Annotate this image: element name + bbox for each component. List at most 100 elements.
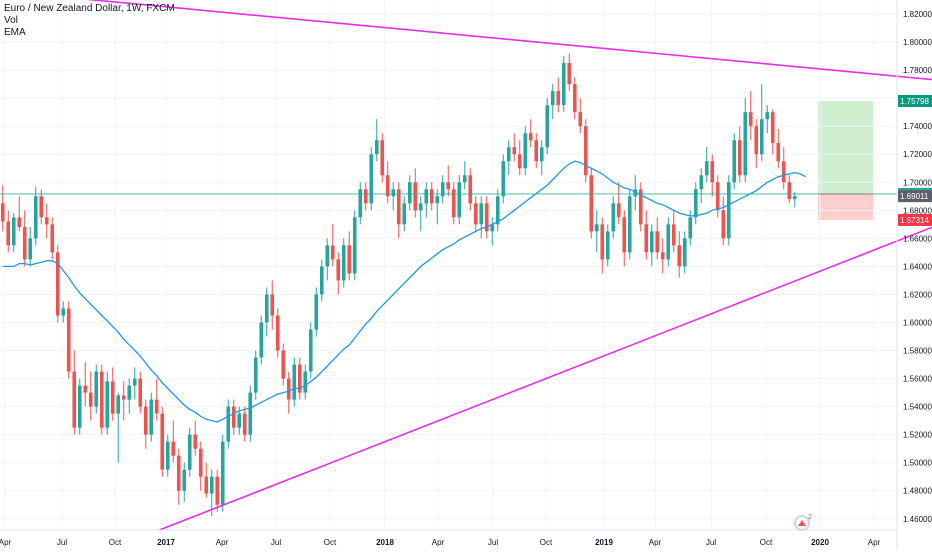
candle-body [369, 154, 373, 203]
candle-body [199, 449, 203, 477]
y-tick-label: 1.60000 [903, 318, 932, 327]
candle-body [391, 189, 395, 196]
candle-body [628, 196, 632, 252]
candle-body [116, 395, 120, 413]
x-tick-label: Jul [271, 538, 281, 547]
candle-body [600, 224, 604, 259]
candle-body [589, 175, 593, 231]
candle-body [39, 196, 43, 217]
candle-body [243, 414, 247, 435]
y-tick-label: 1.70000 [903, 178, 932, 187]
legend-symbol-title: Euro / New Zealand Dollar [4, 3, 121, 14]
candle-body [210, 477, 214, 494]
x-tick-label: 2017 [157, 538, 175, 547]
candle-body [501, 161, 505, 196]
candle-body [270, 294, 274, 315]
candle-body [529, 133, 533, 140]
candle-body [336, 259, 340, 280]
y-tick-label: 1.54000 [903, 403, 932, 412]
candle-body [259, 322, 263, 357]
candle-body [452, 189, 456, 217]
candle-body [754, 126, 758, 154]
candle-body [463, 175, 467, 182]
candle-body [232, 407, 236, 428]
candle-body [721, 210, 725, 238]
x-tick-label: Apr [649, 538, 662, 547]
x-tick-label: 2020 [811, 538, 829, 547]
candle-body [6, 222, 10, 246]
candle-body [67, 308, 71, 371]
candle-body [787, 182, 791, 199]
candle-body [138, 379, 142, 407]
candle-body [435, 196, 439, 203]
candle-body [237, 414, 241, 428]
candle-body [446, 182, 450, 189]
y-tick-label: 1.48000 [903, 487, 932, 496]
candle-body [358, 189, 362, 217]
candle-body [78, 386, 82, 428]
candle-body [83, 386, 87, 393]
candle-body [133, 379, 137, 386]
candle-body [34, 196, 38, 238]
y-tick-label: 1.46000 [903, 515, 932, 524]
candle-body [331, 245, 335, 259]
candle-body [1, 203, 5, 221]
candle-body [694, 189, 698, 217]
candle-body [303, 372, 307, 393]
candle-body [177, 456, 181, 491]
candle-body [386, 175, 390, 196]
candle-body [100, 372, 104, 428]
candle-body [17, 217, 21, 227]
y-tick-label: 1.50000 [903, 459, 932, 468]
y-tick-label: 1.52000 [903, 431, 932, 440]
candle-body [149, 400, 153, 435]
candle-body [771, 112, 775, 143]
candle-body [710, 161, 714, 182]
candle-body [705, 161, 709, 175]
candle-body [94, 372, 98, 407]
candle-body [204, 477, 208, 494]
candle-body [738, 140, 742, 175]
x-tick-label: Oct [324, 538, 337, 547]
legend-indicator-vol[interactable]: Vol [4, 15, 175, 27]
candle-body [562, 63, 566, 105]
x-tick-label: Apr [868, 538, 881, 547]
candle-body [347, 245, 351, 273]
y-tick-label: 1.74000 [903, 122, 932, 131]
candle-body [732, 140, 736, 182]
candle-body [402, 203, 406, 224]
candle-body [419, 203, 423, 210]
candle-body [413, 182, 417, 210]
y-tick-label: 1.80000 [903, 38, 932, 47]
x-tick-label: 2018 [376, 538, 394, 547]
candle-body [105, 381, 109, 427]
candle-body [782, 161, 786, 182]
candle-body [248, 393, 252, 435]
x-tick-label: Jul [706, 538, 716, 547]
candle-body [727, 182, 731, 238]
candle-body [325, 245, 329, 266]
candle-body [89, 393, 93, 407]
candle-body [111, 381, 115, 413]
candle-body [523, 133, 527, 168]
candle-body [155, 400, 159, 414]
candle-body [314, 294, 318, 329]
candle-body [127, 386, 131, 400]
candle-body [254, 358, 258, 393]
candle-body [611, 203, 615, 231]
candle-body [743, 112, 747, 175]
candle-body [45, 217, 49, 224]
candle-body [545, 105, 549, 147]
stop-loss-zone [818, 194, 873, 220]
y-tick-label: 1.58000 [903, 347, 932, 356]
candle-body [364, 189, 368, 203]
legend-interval: 1W [126, 3, 140, 14]
candle-body [534, 140, 538, 161]
candle-body [507, 147, 511, 161]
candle-body [512, 147, 516, 154]
candle-body [457, 182, 461, 217]
legend-indicator-ema[interactable]: EMA [4, 27, 175, 39]
candle-body [677, 245, 681, 266]
